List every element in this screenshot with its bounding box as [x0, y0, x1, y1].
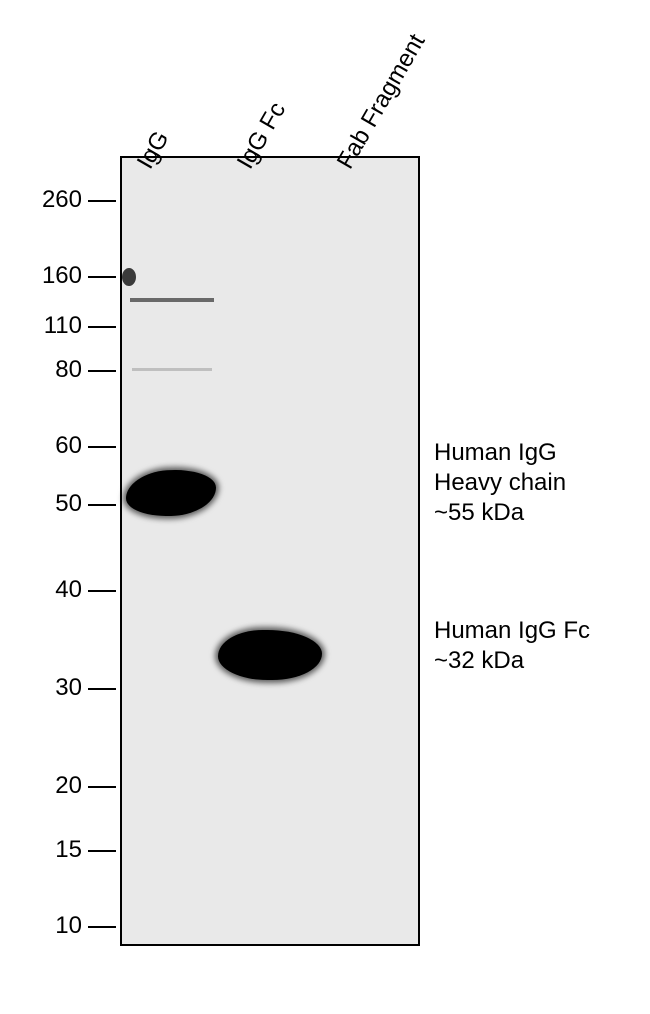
mw-tick-110: [88, 326, 116, 328]
mw-tick-20: [88, 786, 116, 788]
blot-frame: [120, 156, 420, 946]
mw-label-60: 60: [22, 432, 82, 460]
mw-tick-50: [88, 504, 116, 506]
heavy-chain-label: Human IgG Heavy chain ~55 kDa: [434, 438, 566, 528]
mw-label-10: 10: [22, 912, 82, 940]
lane-label-fab-fragment: Fab Fragment: [332, 29, 432, 174]
mw-label-260: 260: [22, 186, 82, 214]
mw-tick-160: [88, 276, 116, 278]
mw-tick-15: [88, 850, 116, 852]
igG-faint-band-80: [132, 368, 212, 371]
edge-smudge-160: [122, 268, 136, 286]
igG-faint-band-top: [130, 298, 214, 302]
mw-tick-10: [88, 926, 116, 928]
mw-label-20: 20: [22, 772, 82, 800]
mw-label-80: 80: [22, 356, 82, 384]
fc-label: Human IgG Fc ~32 kDa: [434, 616, 590, 676]
mw-tick-60: [88, 446, 116, 448]
mw-label-160: 160: [22, 262, 82, 290]
mw-label-15: 15: [22, 836, 82, 864]
figure-canvas: { "layout": { "canvas_w": 650, "canvas_h…: [0, 0, 650, 1014]
blot-background: [122, 158, 418, 944]
mw-tick-260: [88, 200, 116, 202]
mw-tick-40: [88, 590, 116, 592]
igG-fc-band: [218, 630, 322, 680]
mw-label-30: 30: [22, 674, 82, 702]
mw-label-40: 40: [22, 576, 82, 604]
mw-label-110: 110: [22, 312, 82, 340]
mw-tick-30: [88, 688, 116, 690]
mw-label-50: 50: [22, 490, 82, 518]
mw-tick-80: [88, 370, 116, 372]
